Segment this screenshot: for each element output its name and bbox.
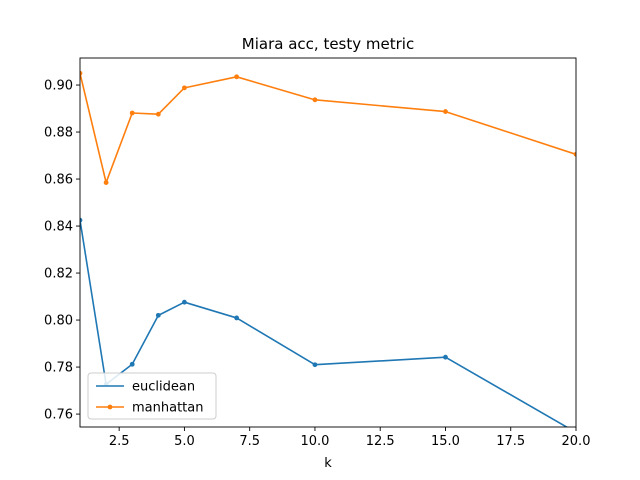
x-tick-label: 2.5	[109, 434, 130, 449]
x-tick-label: 17.5	[496, 434, 525, 449]
plot-area: 2.5 5.0 7.5 10.0 12.5 15.0 17.5 20.0 0.76 0.78 0.8…	[44, 57, 591, 449]
x-tick-label: 7.5	[239, 434, 260, 449]
legend: euclidean manhattan	[87, 372, 217, 420]
data-point-manhattan-2	[129, 110, 135, 116]
data-point-manhattan-7	[443, 109, 448, 114]
data-point-euclidean-2	[129, 361, 135, 367]
data-point-manhattan-5	[234, 74, 240, 80]
y-tick-label: 0.76	[44, 408, 73, 423]
y-tick-label: 0.82	[44, 267, 73, 282]
data-point-euclidean-6	[312, 362, 318, 368]
y-tick-label: 0.84	[44, 220, 73, 235]
data-point-manhattan-6	[312, 97, 318, 103]
y-tick-label: 0.80	[44, 314, 73, 329]
data-point-euclidean-0	[80, 217, 83, 223]
data-point-manhattan-3	[155, 111, 161, 117]
data-point-euclidean-3	[155, 312, 161, 318]
chart-title: Miara acc, testy metric	[242, 35, 414, 53]
legend-label-euclidean: euclidean	[132, 380, 195, 395]
data-point-manhattan-8	[573, 151, 576, 157]
y-tick-label: 0.88	[44, 126, 73, 141]
data-point-manhattan-1	[103, 180, 109, 185]
x-tick-label: 5.0	[174, 434, 195, 449]
axes-frame	[79, 57, 577, 428]
x-tick-label: 15.0	[431, 434, 460, 449]
x-axis-label: k	[324, 456, 332, 471]
data-point-euclidean-4	[182, 299, 187, 305]
y-tick-label: 0.86	[44, 173, 73, 188]
x-tick-label: 10.0	[300, 434, 329, 449]
legend-label-manhattan: manhattan	[132, 401, 203, 416]
legend-marker-manhattan	[107, 404, 113, 410]
x-tick-label: 12.5	[366, 434, 395, 449]
data-point-euclidean-5	[234, 315, 240, 321]
y-tick-label: 0.90	[44, 79, 73, 94]
x-tick-label: 20.0	[562, 434, 591, 449]
data-point-manhattan-4	[182, 85, 187, 91]
y-tick-label: 0.78	[44, 361, 73, 376]
data-point-manhattan-0	[80, 70, 83, 76]
data-point-euclidean-7	[443, 354, 448, 360]
